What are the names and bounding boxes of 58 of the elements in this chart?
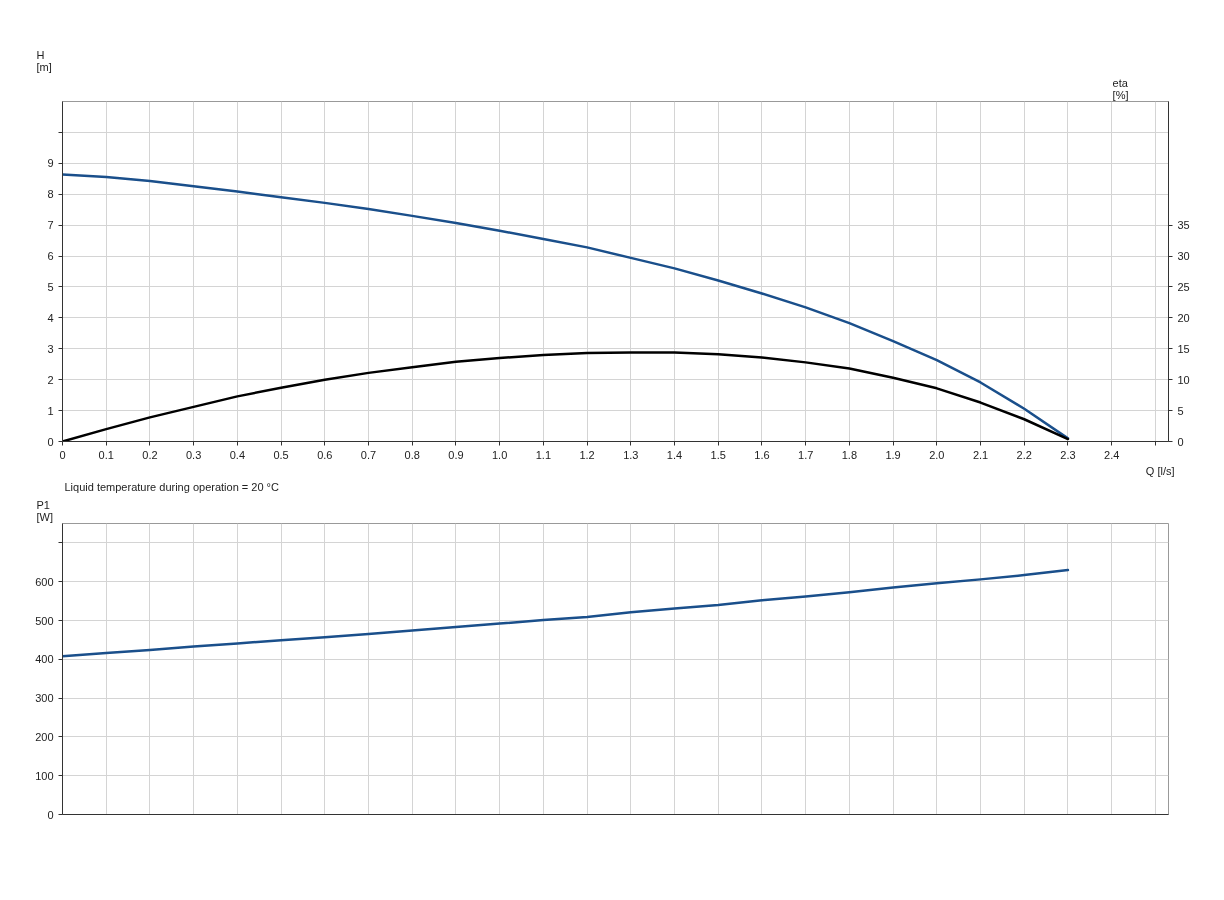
x-tick-label: 2.3 — [1060, 448, 1076, 461]
text: Liquid temperature during operation = 20 °C — [64, 480, 280, 493]
y-tick-label: 0 — [47, 435, 54, 448]
x-tick-label: 0.3 — [186, 448, 202, 461]
x-tick-label: 0.2 — [142, 448, 158, 461]
y2-tick-label: 5 — [1177, 404, 1184, 417]
y-tick-label: 500 — [35, 614, 54, 627]
x-tick-label: 1.5 — [710, 448, 726, 461]
x-tick-label: 0 — [59, 448, 66, 461]
line-series — [62, 173, 1070, 440]
x-tick-label: 1.8 — [841, 448, 858, 461]
y-tick-label: 9 — [47, 157, 54, 170]
y-tick-label: 100 — [35, 769, 54, 782]
y-axis-title: P1 [W] — [36, 498, 53, 523]
x-tick-label: 1.4 — [666, 448, 683, 461]
x-tick-label: 1.9 — [885, 448, 901, 461]
x-tick-label: 2.2 — [1016, 448, 1032, 461]
x-tick-label: 1.3 — [623, 448, 639, 461]
y-tick-label: 600 — [35, 575, 54, 588]
y-tick-label: 6 — [47, 250, 54, 263]
x-tick-label: 2.1 — [972, 448, 989, 461]
y-tick-label: 5 — [47, 280, 54, 293]
y-tick-label: 7 — [47, 219, 54, 232]
y-tick-label: 2 — [47, 373, 54, 386]
x-tick-label: 1.0 — [492, 448, 508, 461]
line-series — [62, 568, 1070, 658]
line-series — [62, 351, 1070, 442]
x-tick-label: 0.1 — [98, 448, 114, 461]
x-tick-label: 0.4 — [229, 448, 246, 461]
y2-tick-label: 10 — [1177, 373, 1190, 386]
y2-tick-label: 15 — [1177, 342, 1190, 355]
y-tick-label: 4 — [47, 311, 54, 324]
y-tick-label: 300 — [35, 692, 54, 705]
y2-tick-label: 30 — [1177, 250, 1190, 263]
x-tick-label: 0.9 — [448, 448, 464, 461]
x-tick-label: 1.2 — [579, 448, 595, 461]
y2-tick-label: 0 — [1177, 435, 1184, 448]
y2-tick-label: 20 — [1177, 311, 1190, 324]
x-axis-title: Q [l/s] — [1145, 464, 1175, 477]
y2-tick-label: 35 — [1177, 219, 1190, 232]
x-tick-label: 0.5 — [273, 448, 289, 461]
x-tick-label: 1.1 — [535, 448, 552, 461]
y2-tick-label: 25 — [1177, 280, 1190, 293]
y2-axis-title: eta [%] — [1112, 76, 1129, 101]
x-tick-label: 1.7 — [798, 448, 814, 461]
x-tick-label: 0.7 — [360, 448, 377, 461]
x-tick-label: 1.6 — [754, 448, 770, 461]
y-tick-label: 1 — [47, 404, 54, 417]
y-axis-title: H [m] — [36, 48, 52, 73]
y-tick-label: 3 — [47, 342, 54, 355]
y-tick-label: 0 — [47, 808, 54, 821]
x-tick-label: 0.6 — [317, 448, 333, 461]
y-tick-label: 400 — [35, 653, 54, 666]
y-tick-label: 200 — [35, 730, 54, 743]
x-tick-label: 2.4 — [1104, 448, 1120, 461]
x-tick-label: 0.8 — [404, 448, 420, 461]
y-tick-label: 8 — [47, 188, 54, 201]
x-tick-label: 2.0 — [929, 448, 945, 461]
